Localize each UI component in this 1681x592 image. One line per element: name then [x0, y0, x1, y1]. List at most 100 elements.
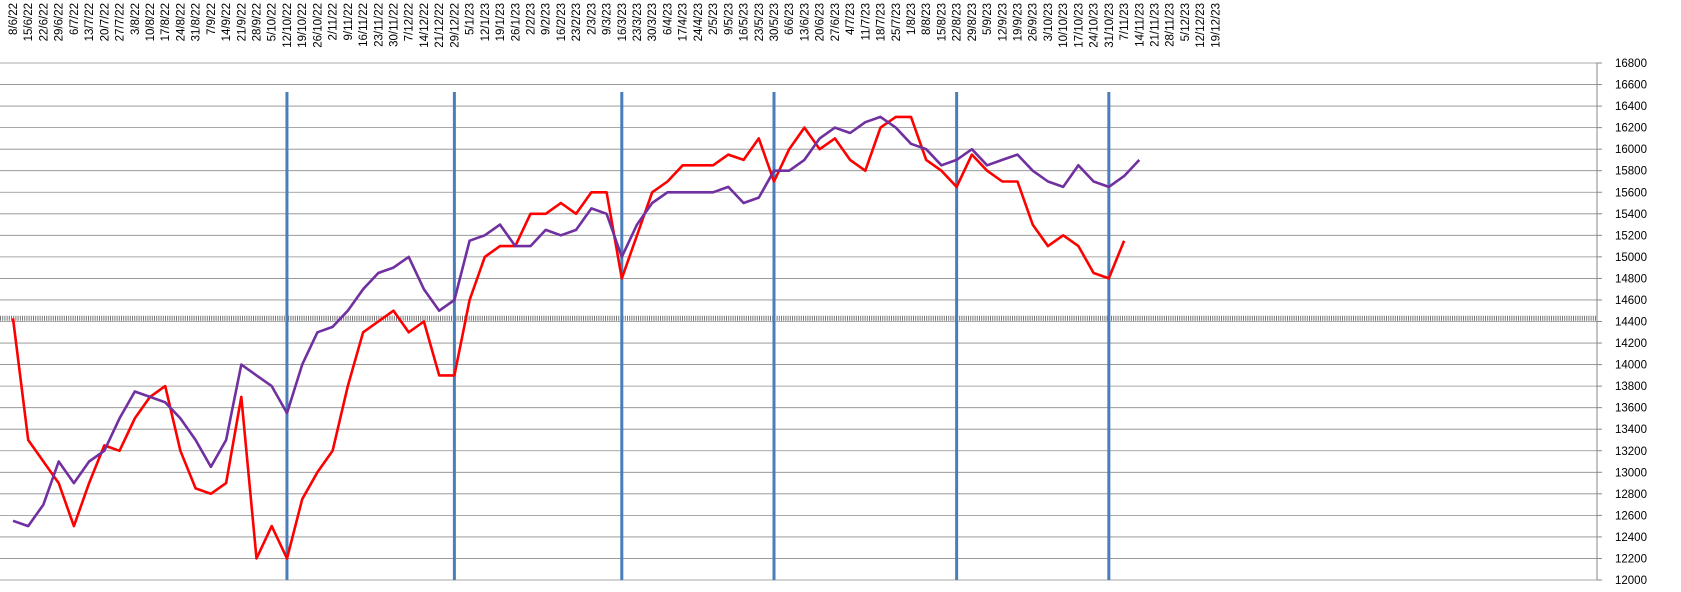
- x-tick-label: 23/5/23: [754, 3, 766, 41]
- x-tick-label: 22/8/23: [952, 3, 964, 41]
- x-tick-label: 10/10/23: [1058, 3, 1070, 48]
- x-tick-label: 26/9/23: [1028, 3, 1040, 41]
- x-tick-label: 7/11/23: [1119, 3, 1131, 41]
- y-tick-label: 13600: [1615, 403, 1647, 415]
- x-tick-label: 3/8/22: [130, 3, 142, 35]
- x-tick-label: 1/8/23: [906, 3, 918, 35]
- x-tick-label: 5/10/22: [267, 3, 279, 41]
- y-tick-label: 14200: [1615, 338, 1647, 350]
- x-tick-label: 17/4/23: [678, 3, 690, 41]
- x-tick-label: 14/11/23: [1134, 3, 1146, 47]
- x-tick-label: 12/10/22: [282, 3, 294, 48]
- x-tick-label: 14/12/22: [419, 3, 431, 48]
- x-tick-label: 23/2/23: [571, 3, 583, 41]
- x-tick-label: 29/12/22: [449, 3, 461, 48]
- y-tick-label: 12200: [1615, 553, 1647, 565]
- x-tick-label: 16/3/23: [617, 3, 629, 41]
- x-tick-label: 10/8/22: [145, 3, 157, 41]
- x-tick-label: 5/1/23: [465, 3, 477, 35]
- x-tick-label: 18/7/23: [876, 3, 888, 41]
- x-tick-label: 19/1/23: [495, 3, 507, 41]
- x-tick-label: 19/12/23: [1210, 3, 1222, 48]
- y-tick-label: 14400: [1615, 317, 1647, 329]
- y-tick-label: 15000: [1615, 252, 1647, 264]
- x-tick-label: 9/2/23: [541, 3, 553, 35]
- y-tick-label: 13800: [1615, 381, 1647, 393]
- x-tick-label: 6/7/22: [69, 3, 81, 35]
- y-tick-label: 16200: [1615, 123, 1647, 135]
- x-tick-label: 12/9/23: [997, 3, 1009, 41]
- x-tick-label: 23/3/23: [632, 3, 644, 41]
- x-tick-label: 6/6/23: [784, 3, 796, 35]
- series-line: [12, 115, 1141, 528]
- x-tick-label: 3/10/23: [1043, 3, 1055, 41]
- x-tick-label: 15/8/23: [936, 3, 948, 41]
- y-tick-label: 16000: [1615, 144, 1647, 156]
- y-tick-label: 16600: [1615, 80, 1647, 92]
- y-tick-label: 16800: [1615, 58, 1647, 70]
- y-tick-label: 12000: [1615, 575, 1647, 587]
- x-tick-label: 5/9/23: [982, 3, 994, 35]
- y-tick-label: 15600: [1615, 187, 1647, 199]
- x-tick-label: 14/9/22: [221, 3, 233, 41]
- x-tick-label: 21/9/22: [236, 3, 248, 41]
- x-tick-label: 27/7/22: [115, 3, 127, 41]
- x-tick-label: 2/11/22: [328, 3, 340, 41]
- x-tick-label: 7/12/22: [404, 3, 416, 41]
- x-tick-label: 28/9/22: [252, 3, 264, 41]
- x-tick-label: 30/3/23: [647, 3, 659, 41]
- x-tick-label: 9/5/23: [723, 3, 735, 35]
- x-tick-label: 8/6/22: [8, 3, 20, 35]
- x-tick-label: 2/5/23: [708, 3, 720, 35]
- x-tick-label: 12/1/23: [480, 3, 492, 41]
- y-tick-label: 13000: [1615, 467, 1647, 479]
- x-tick-label: 20/7/22: [99, 3, 111, 41]
- x-tick-label: 30/5/23: [769, 3, 781, 41]
- x-tick-label: 2/2/23: [525, 3, 537, 35]
- x-tick-label: 26/1/23: [510, 3, 522, 41]
- x-tick-label: 30/11/22: [389, 3, 401, 47]
- x-tick-label: 21/11/23: [1150, 3, 1162, 47]
- x-tick-label: 16/5/23: [739, 3, 751, 41]
- x-tick-label: 19/9/23: [1013, 3, 1025, 41]
- x-tick-label: 16/11/22: [358, 3, 370, 47]
- y-tick-label: 12800: [1615, 489, 1647, 501]
- series-line: [11, 115, 1126, 560]
- y-tick-label: 15400: [1615, 209, 1647, 221]
- y-tick-label: 12400: [1615, 532, 1647, 544]
- x-tick-label: 5/12/23: [1180, 3, 1192, 41]
- x-tick-label: 7/9/22: [206, 3, 218, 35]
- x-tick-label: 21/12/22: [434, 3, 446, 48]
- x-tick-label: 9/11/22: [343, 3, 355, 41]
- x-tick-label: 23/11/22: [373, 3, 385, 47]
- x-tick-label: 24/10/23: [1089, 3, 1101, 48]
- x-tick-label: 22/6/22: [38, 3, 50, 41]
- x-tick-label: 24/8/22: [175, 3, 187, 41]
- x-tick-label: 16/2/23: [556, 3, 568, 41]
- y-tick-label: 14800: [1615, 273, 1647, 285]
- y-tick-label: 14600: [1615, 295, 1647, 307]
- x-tick-label: 15/6/22: [23, 3, 35, 41]
- x-tick-label: 9/3/23: [602, 3, 614, 35]
- y-tick-label: 13400: [1615, 424, 1647, 436]
- x-tick-label: 12/12/23: [1195, 3, 1207, 48]
- y-tick-label: 14000: [1615, 360, 1647, 372]
- x-tick-label: 8/8/23: [921, 3, 933, 35]
- x-tick-label: 29/6/22: [54, 3, 66, 41]
- x-tick-label: 17/8/22: [160, 3, 172, 41]
- x-tick-label: 28/11/23: [1165, 3, 1177, 47]
- x-tick-label: 27/6/23: [830, 3, 842, 41]
- x-tick-label: 29/8/23: [967, 3, 979, 41]
- x-tick-label: 25/7/23: [891, 3, 903, 41]
- x-tick-label: 13/6/23: [799, 3, 811, 41]
- x-tick-label: 19/10/22: [297, 3, 309, 48]
- x-tick-label: 2/3/23: [586, 3, 598, 35]
- y-tick-label: 12600: [1615, 510, 1647, 522]
- x-tick-label: 31/10/23: [1104, 3, 1116, 48]
- x-tick-label: 11/7/23: [860, 3, 872, 41]
- x-tick-label: 13/7/22: [84, 3, 96, 41]
- y-tick-label: 13200: [1615, 446, 1647, 458]
- x-tick-label: 6/4/23: [662, 3, 674, 35]
- x-tick-label: 24/4/23: [693, 3, 705, 41]
